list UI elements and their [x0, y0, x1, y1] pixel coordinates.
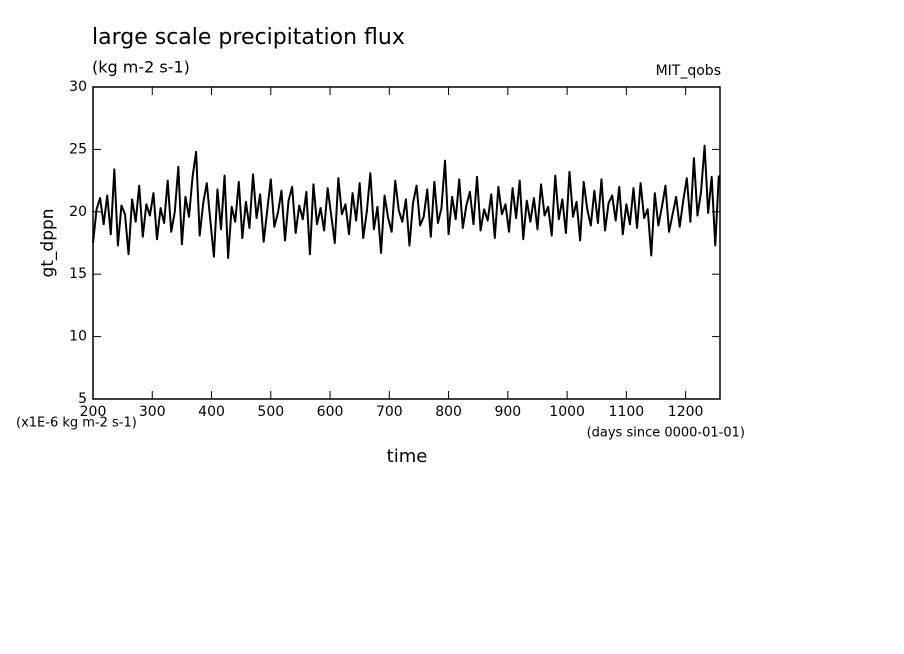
y-tick-label: 20 [69, 204, 87, 220]
data-line [92, 144, 720, 259]
y-tick-label: 15 [69, 266, 87, 282]
y-tick-label: 5 [78, 391, 87, 407]
y-units: (x1E-6 kg m-2 s-1) [16, 416, 137, 431]
x-tick-label: 900 [494, 404, 521, 420]
y-tick-label: 30 [69, 79, 87, 95]
chart-subtitle: (kg m-2 s-1) [92, 58, 190, 77]
chart-title: large scale precipitation flux [92, 25, 405, 50]
x-tick-label: 700 [376, 404, 403, 420]
x-tick-label: 1000 [549, 404, 585, 420]
x-tick-label: 400 [198, 404, 225, 420]
source-label: MIT_qobs [656, 63, 721, 79]
x-tick-label: 300 [139, 404, 166, 420]
y-tick-label: 25 [69, 141, 87, 157]
x-tick-label: 200 [80, 404, 107, 420]
x-axis-label: time [387, 446, 428, 467]
x-tick-label: 1200 [668, 404, 704, 420]
x-tick-label: 800 [435, 404, 462, 420]
x-units: (days since 0000-01-01) [587, 426, 745, 441]
x-tick-label: 1100 [609, 404, 645, 420]
plot-frame [92, 86, 721, 400]
y-tick-label: 10 [69, 329, 87, 345]
y-axis-label: gt_dppn [38, 208, 58, 277]
x-tick-label: 600 [317, 404, 344, 420]
x-tick-label: 500 [257, 404, 284, 420]
